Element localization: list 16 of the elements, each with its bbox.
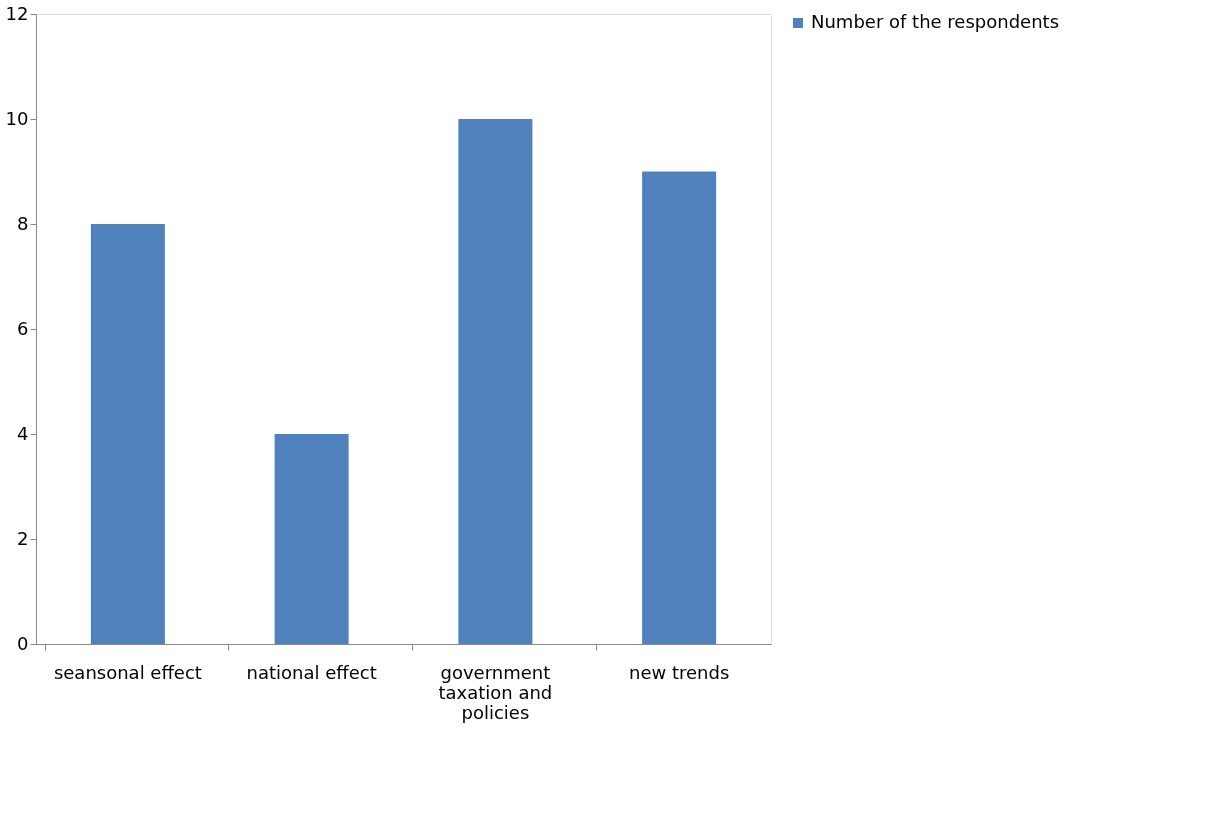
x-tick-label: national effect [246,661,377,683]
y-tick-label: 6 [17,317,29,339]
y-tick-label: 10 [5,107,29,129]
legend-label: Number of the respondents [811,11,1060,32]
y-tick-label: 2 [17,527,29,549]
bar [458,119,533,644]
y-tick-label: 0 [17,632,29,654]
y-tick-label: 12 [5,2,29,24]
y-tick-label: 4 [17,422,29,444]
x-tick-label: seansonal effect [53,661,202,683]
bar [274,434,349,644]
bar [642,171,717,644]
x-tick-label: new trends [628,661,730,683]
x-tick-label: government taxation and policies [438,661,553,723]
bar [90,224,165,644]
y-tick-label: 8 [17,212,29,234]
